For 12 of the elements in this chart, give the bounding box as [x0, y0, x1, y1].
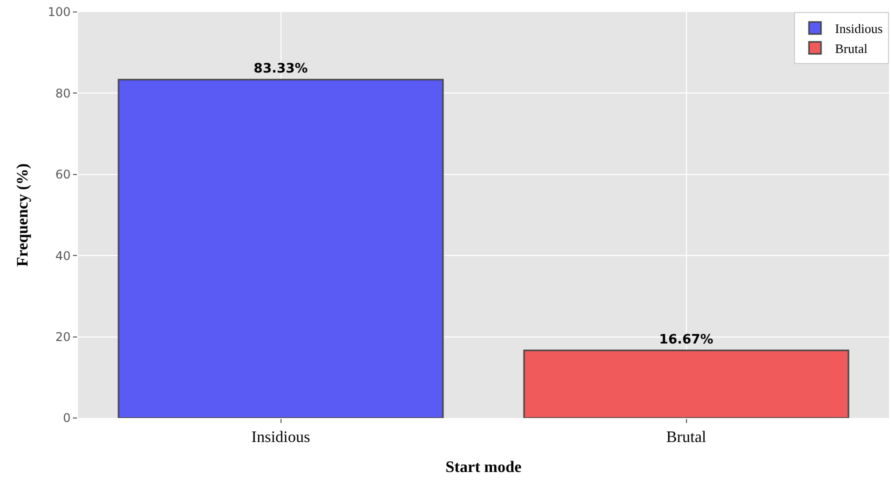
data-label: 83.33%	[254, 62, 308, 77]
y-tick-label: 40	[55, 248, 71, 263]
legend-label: Brutal	[835, 40, 868, 56]
data-label: 16.67%	[659, 332, 714, 348]
y-tick-label: 20	[55, 330, 71, 344]
y-axis-title: Frequency (%)	[14, 163, 32, 267]
legend-label: Insidious	[835, 21, 883, 36]
x-axis-title: Start mode	[446, 458, 522, 476]
y-tick-label: 100	[48, 5, 71, 20]
y-tick-label: 80	[55, 86, 71, 100]
y-tick-label: 60	[55, 168, 71, 182]
y-tick-label: 0	[62, 411, 71, 426]
